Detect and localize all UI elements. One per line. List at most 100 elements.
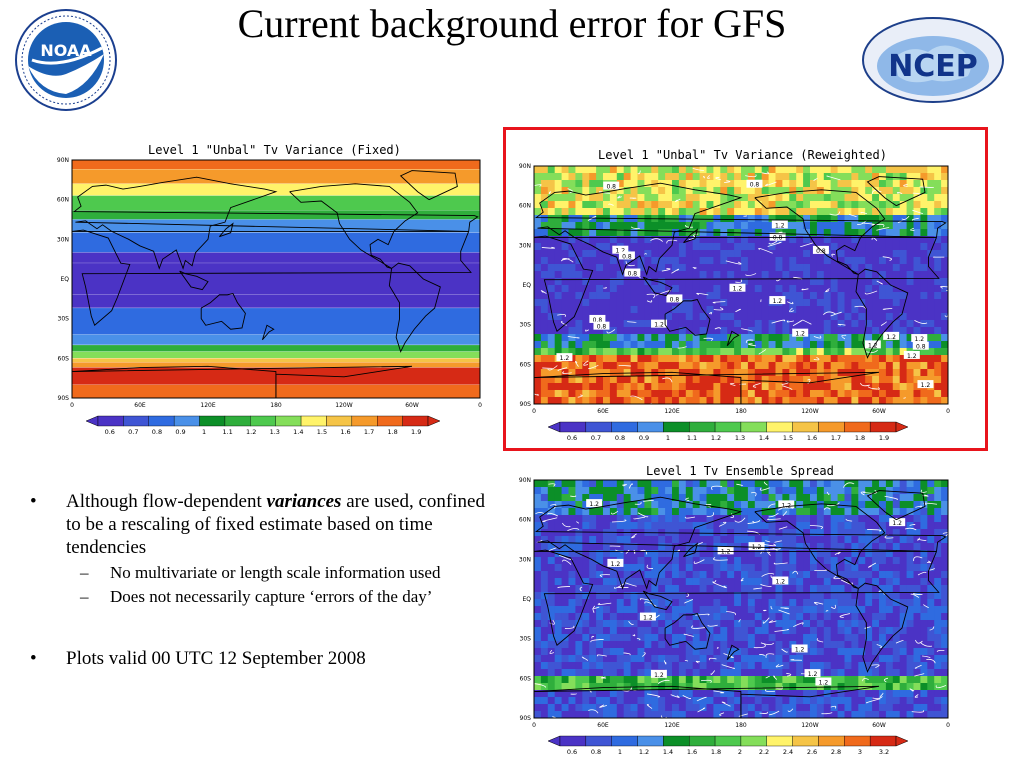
colorbar-label: 2.6 xyxy=(807,748,817,756)
x-tick-label: 0 xyxy=(532,408,536,415)
lat-band-15 xyxy=(72,362,480,368)
y-tick-label: EQ xyxy=(60,276,69,283)
coastline-5 xyxy=(399,170,458,201)
colorbar-label: 0.8 xyxy=(591,748,601,756)
contour-label: 0.8 xyxy=(597,324,607,331)
colorbar-label: 1.8 xyxy=(855,434,865,442)
contour-label: 1.2 xyxy=(886,334,896,341)
colorbar-label: 1.6 xyxy=(687,748,697,756)
y-tick-label: 90S xyxy=(520,401,532,408)
colorbar-label: 2 xyxy=(738,748,742,756)
colorbar-swatch xyxy=(300,415,327,427)
colorbar-label: 0.9 xyxy=(175,428,185,436)
y-tick-label: 30N xyxy=(519,556,531,563)
colorbar-swatch xyxy=(689,421,716,433)
colorbar-swatch xyxy=(740,421,767,433)
colorbar-high-arrow xyxy=(895,421,909,433)
coastline-8 xyxy=(642,276,673,297)
lat-band-14 xyxy=(72,358,480,363)
colorbar-swatch xyxy=(611,421,638,433)
contour-label: 1.2 xyxy=(776,579,786,586)
y-tick-label: 60S xyxy=(520,361,532,368)
colorbar-high-arrow xyxy=(895,735,909,747)
lat-band-4 xyxy=(72,210,480,220)
colorbar-label: 1.2 xyxy=(639,748,649,756)
colorbar-label: 0.8 xyxy=(152,428,162,436)
x-tick-label: 120W xyxy=(801,408,818,415)
x-tick-label: 120W xyxy=(801,722,818,729)
coastline-9 xyxy=(261,324,275,341)
colorbar: 0.6 0.8 1 1.2 1.4 1.6 1.8 2 2.2 2.4 2.6 2.8 3 3.2 xyxy=(547,735,909,756)
coastline-9 xyxy=(726,644,740,661)
x-tick-label: 60W xyxy=(872,722,886,729)
y-tick-label: 60S xyxy=(520,675,532,682)
colorbar-label: 2.2 xyxy=(759,748,769,756)
contour-labels: 1.21.21.21.21.21.21.21.20.80.80.80.80.80… xyxy=(556,179,934,389)
colorbar-label: 1.4 xyxy=(293,428,303,436)
x-tick-label: 60W xyxy=(872,408,886,415)
colorbar-label: 1.7 xyxy=(364,428,374,436)
colorbar-swatch xyxy=(559,735,587,747)
colorbar-label: 1.9 xyxy=(411,428,421,436)
y-tick-label: 90N xyxy=(519,163,531,170)
bullet-marker: – xyxy=(80,563,89,582)
x-tick-label: 120E xyxy=(664,722,679,729)
y-tick-label: 30N xyxy=(519,242,531,249)
colorbar-label: 0.6 xyxy=(567,434,577,442)
panel2-title: Level 1 "Unbal" Tv Variance (Reweighted) xyxy=(598,148,887,162)
colorbar-swatch xyxy=(611,735,638,747)
lat-band-0 xyxy=(72,160,480,170)
colorbar-swatch xyxy=(844,735,871,747)
colorbar-label: 2.4 xyxy=(783,748,793,756)
x-tick-label: 60W xyxy=(405,402,419,409)
coastline-7 xyxy=(218,222,234,238)
colorbar-low-arrow xyxy=(547,735,561,747)
contour-label: 1.2 xyxy=(819,680,829,687)
lat-band-9 xyxy=(72,294,480,309)
y-tick-label: 60N xyxy=(519,203,531,210)
colorbar-label: 1.6 xyxy=(340,428,350,436)
coastline-2 xyxy=(71,229,472,327)
ncep-logo-text: NCEP xyxy=(888,49,978,84)
ncep-logo-icon: NCEP xyxy=(862,17,1004,103)
contour-label: 0.8 xyxy=(622,253,632,260)
coastline-4 xyxy=(200,293,246,330)
contour-label: 0.8 xyxy=(628,271,638,278)
lat-band-6 xyxy=(72,232,480,253)
colorbar-swatch xyxy=(585,421,612,433)
coastline-7 xyxy=(683,542,699,558)
colorbar-swatch xyxy=(792,735,819,747)
coastline-1 xyxy=(855,582,909,673)
colorbar-swatch xyxy=(714,735,742,747)
highlight-box xyxy=(503,127,988,451)
lat-band-8 xyxy=(72,263,480,295)
bullet-marker: – xyxy=(80,587,89,606)
colorbar-low-arrow xyxy=(547,421,561,433)
contour-label: 0.8 xyxy=(750,182,760,189)
x-tick-label: 120E xyxy=(664,408,679,415)
coastline-3 xyxy=(72,176,479,270)
colorbar-label: 1.1 xyxy=(687,434,697,442)
y-tick-label: 90S xyxy=(520,715,532,722)
colorbar-swatch xyxy=(351,415,378,427)
colorbar-label: 1 xyxy=(202,428,206,436)
y-tick-label: 30S xyxy=(520,322,532,329)
y-tick-label: 60N xyxy=(57,197,69,204)
contour-label: 1.2 xyxy=(795,646,805,653)
colorbar-swatch xyxy=(663,735,690,747)
contour-label: 1.2 xyxy=(560,355,570,362)
colorbar-swatch xyxy=(173,415,200,427)
coastline-3 xyxy=(534,496,947,590)
y-tick-label: 90N xyxy=(519,477,531,484)
panel1-title: Level 1 "Unbal" Tv Variance (Fixed) xyxy=(148,143,401,157)
coastline-5 xyxy=(866,490,926,521)
colorbar-label: 0.8 xyxy=(615,434,625,442)
bullet-item: • Plots valid 00 UTC 12 September 2008 xyxy=(30,648,366,669)
colorbar-swatch xyxy=(585,735,612,747)
y-tick-label: EQ xyxy=(522,282,531,289)
map-frame xyxy=(71,159,481,399)
colorbar-label: 1.5 xyxy=(783,434,793,442)
contour-label: 1.2 xyxy=(914,336,924,343)
